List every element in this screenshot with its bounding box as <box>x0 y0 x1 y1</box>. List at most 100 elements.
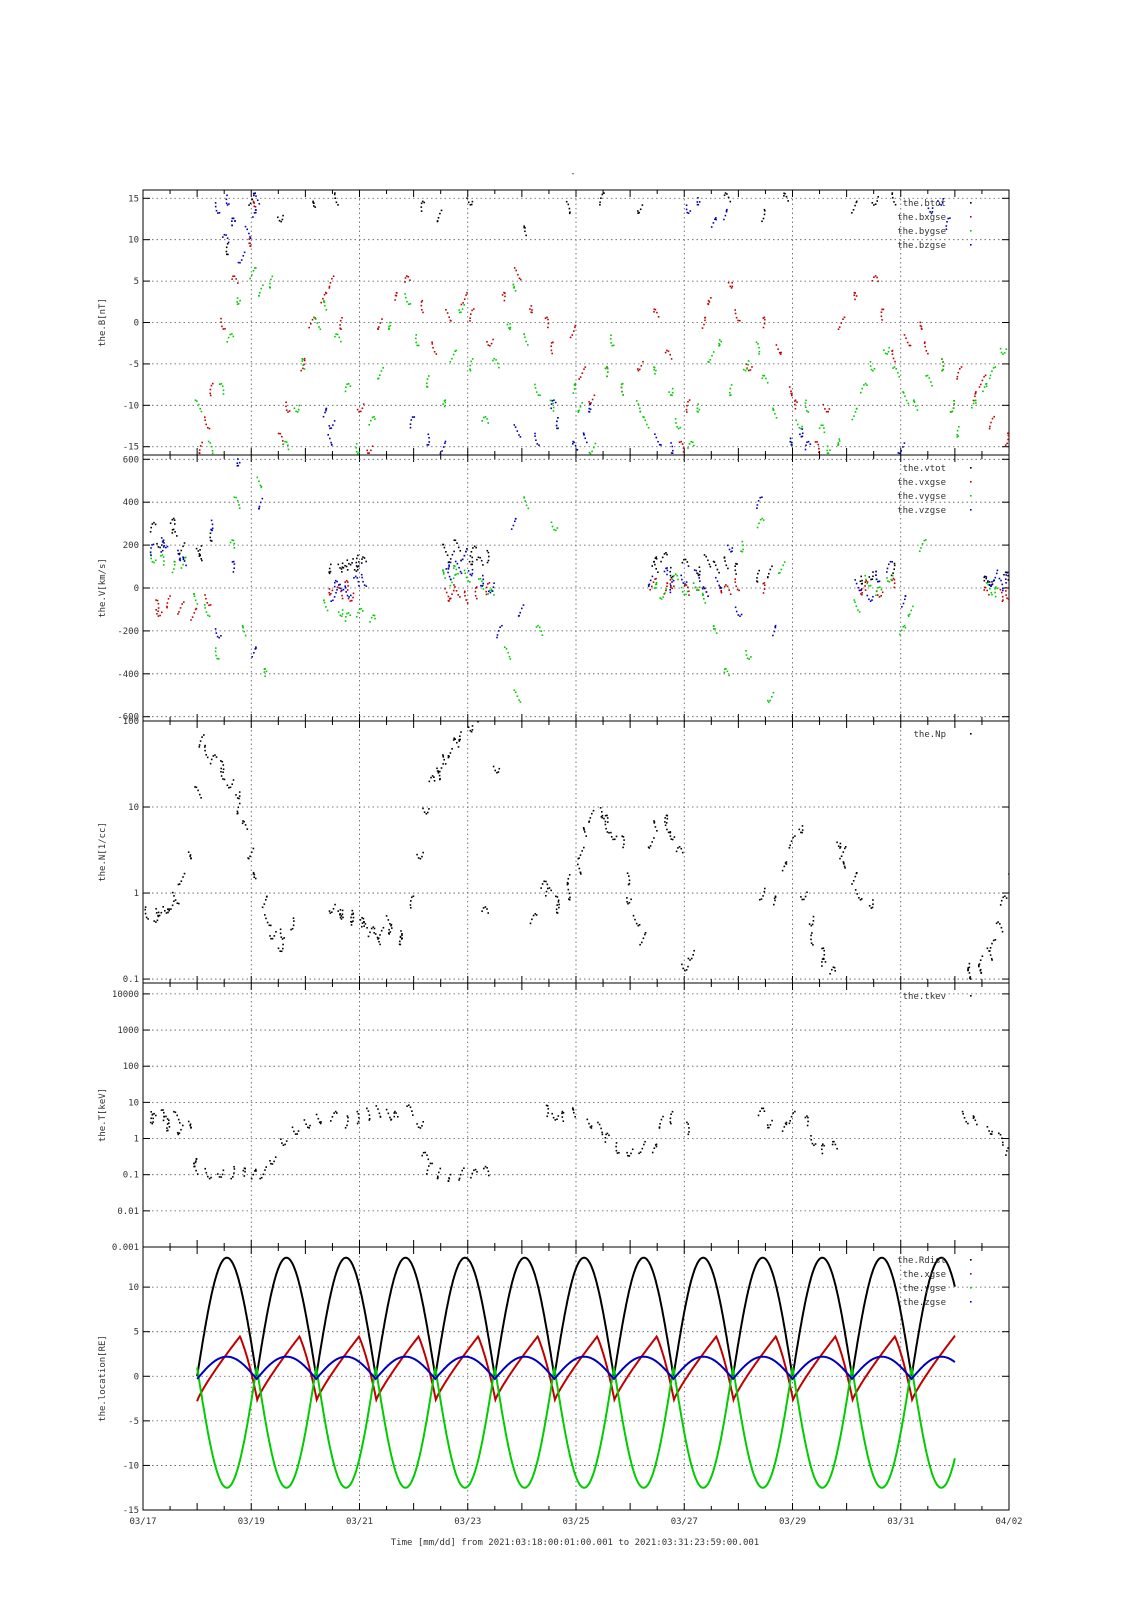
data-point <box>938 203 941 205</box>
data-point <box>557 427 559 430</box>
data-point <box>355 443 358 445</box>
data-point <box>588 451 591 454</box>
data-point <box>493 582 495 584</box>
data-point <box>512 284 515 286</box>
data-point <box>211 529 213 532</box>
data-point <box>702 586 705 588</box>
data-point <box>428 1165 430 1167</box>
data-point <box>149 553 152 556</box>
data-point <box>679 426 682 429</box>
data-point <box>998 1132 1000 1135</box>
data-point <box>980 971 983 974</box>
y-tick-label: 100 <box>123 1062 139 1072</box>
data-point <box>303 357 306 360</box>
data-point <box>762 326 765 329</box>
data-point <box>425 813 428 815</box>
data-point <box>357 565 360 567</box>
data-point <box>686 411 688 413</box>
data-point <box>387 919 390 921</box>
data-point <box>833 966 836 969</box>
data-point <box>367 1110 370 1112</box>
data-point <box>270 937 272 940</box>
data-point <box>666 553 668 556</box>
data-point <box>233 1172 235 1174</box>
data-point <box>762 1107 765 1110</box>
data-point <box>292 917 295 919</box>
data-point <box>355 561 358 564</box>
data-point <box>448 565 450 568</box>
data-point <box>902 446 904 448</box>
data-point <box>692 441 694 444</box>
data-point <box>1023 201 1025 203</box>
data-point <box>992 367 995 369</box>
data-point <box>426 1169 429 1172</box>
data-point <box>685 581 688 583</box>
data-point <box>924 341 926 343</box>
data-point <box>661 556 664 559</box>
data-point <box>458 739 460 741</box>
data-point <box>550 349 553 352</box>
data-point <box>177 1118 180 1121</box>
data-point <box>790 390 792 392</box>
data-point <box>483 416 485 419</box>
data-point <box>961 1110 964 1113</box>
data-point <box>872 571 874 573</box>
data-point <box>784 862 787 864</box>
data-point <box>888 563 890 566</box>
data-point <box>668 391 670 393</box>
data-point <box>313 316 315 319</box>
data-point <box>344 587 347 589</box>
data-point <box>956 436 959 438</box>
data-point <box>427 1158 430 1161</box>
data-point <box>453 565 455 567</box>
data-point <box>864 574 866 577</box>
data-point <box>675 422 677 424</box>
data-point <box>523 225 525 227</box>
data-point <box>198 553 201 555</box>
data-point <box>356 577 359 579</box>
data-point <box>606 1132 609 1135</box>
data-point <box>443 758 445 761</box>
legend-marker <box>970 244 972 246</box>
data-point <box>451 748 453 750</box>
data-point <box>420 304 423 307</box>
data-point <box>1072 344 1074 346</box>
data-point <box>632 914 635 917</box>
data-point <box>209 394 212 397</box>
data-point <box>160 537 163 539</box>
data-point <box>898 452 901 455</box>
data-point <box>855 201 858 204</box>
legend-label: the.vzgse <box>897 506 946 516</box>
data-point <box>967 1122 969 1125</box>
data-point <box>551 352 553 355</box>
data-point <box>671 394 673 397</box>
data-point <box>389 1116 391 1119</box>
data-point <box>994 591 996 594</box>
data-point <box>671 452 674 454</box>
data-point <box>157 615 160 617</box>
y-tick-label: 10000 <box>112 990 139 1000</box>
data-point <box>566 883 569 886</box>
data-point <box>681 851 684 854</box>
data-point <box>449 561 452 564</box>
data-point <box>697 572 699 575</box>
data-point <box>729 391 731 394</box>
data-point <box>1022 584 1024 586</box>
data-point <box>197 403 200 406</box>
data-point <box>726 193 728 195</box>
data-point <box>178 553 181 556</box>
data-point <box>555 908 558 911</box>
data-point <box>211 452 214 455</box>
data-point <box>673 585 675 588</box>
data-point <box>361 558 363 560</box>
data-point <box>404 277 407 279</box>
data-point <box>222 328 225 330</box>
legend: the.tkev <box>903 992 972 1002</box>
data-point <box>238 791 241 793</box>
data-point <box>643 416 645 419</box>
data-point <box>423 811 426 813</box>
data-point <box>853 294 856 296</box>
data-point <box>368 1118 371 1120</box>
data-point <box>791 394 793 397</box>
data-point <box>302 367 304 370</box>
